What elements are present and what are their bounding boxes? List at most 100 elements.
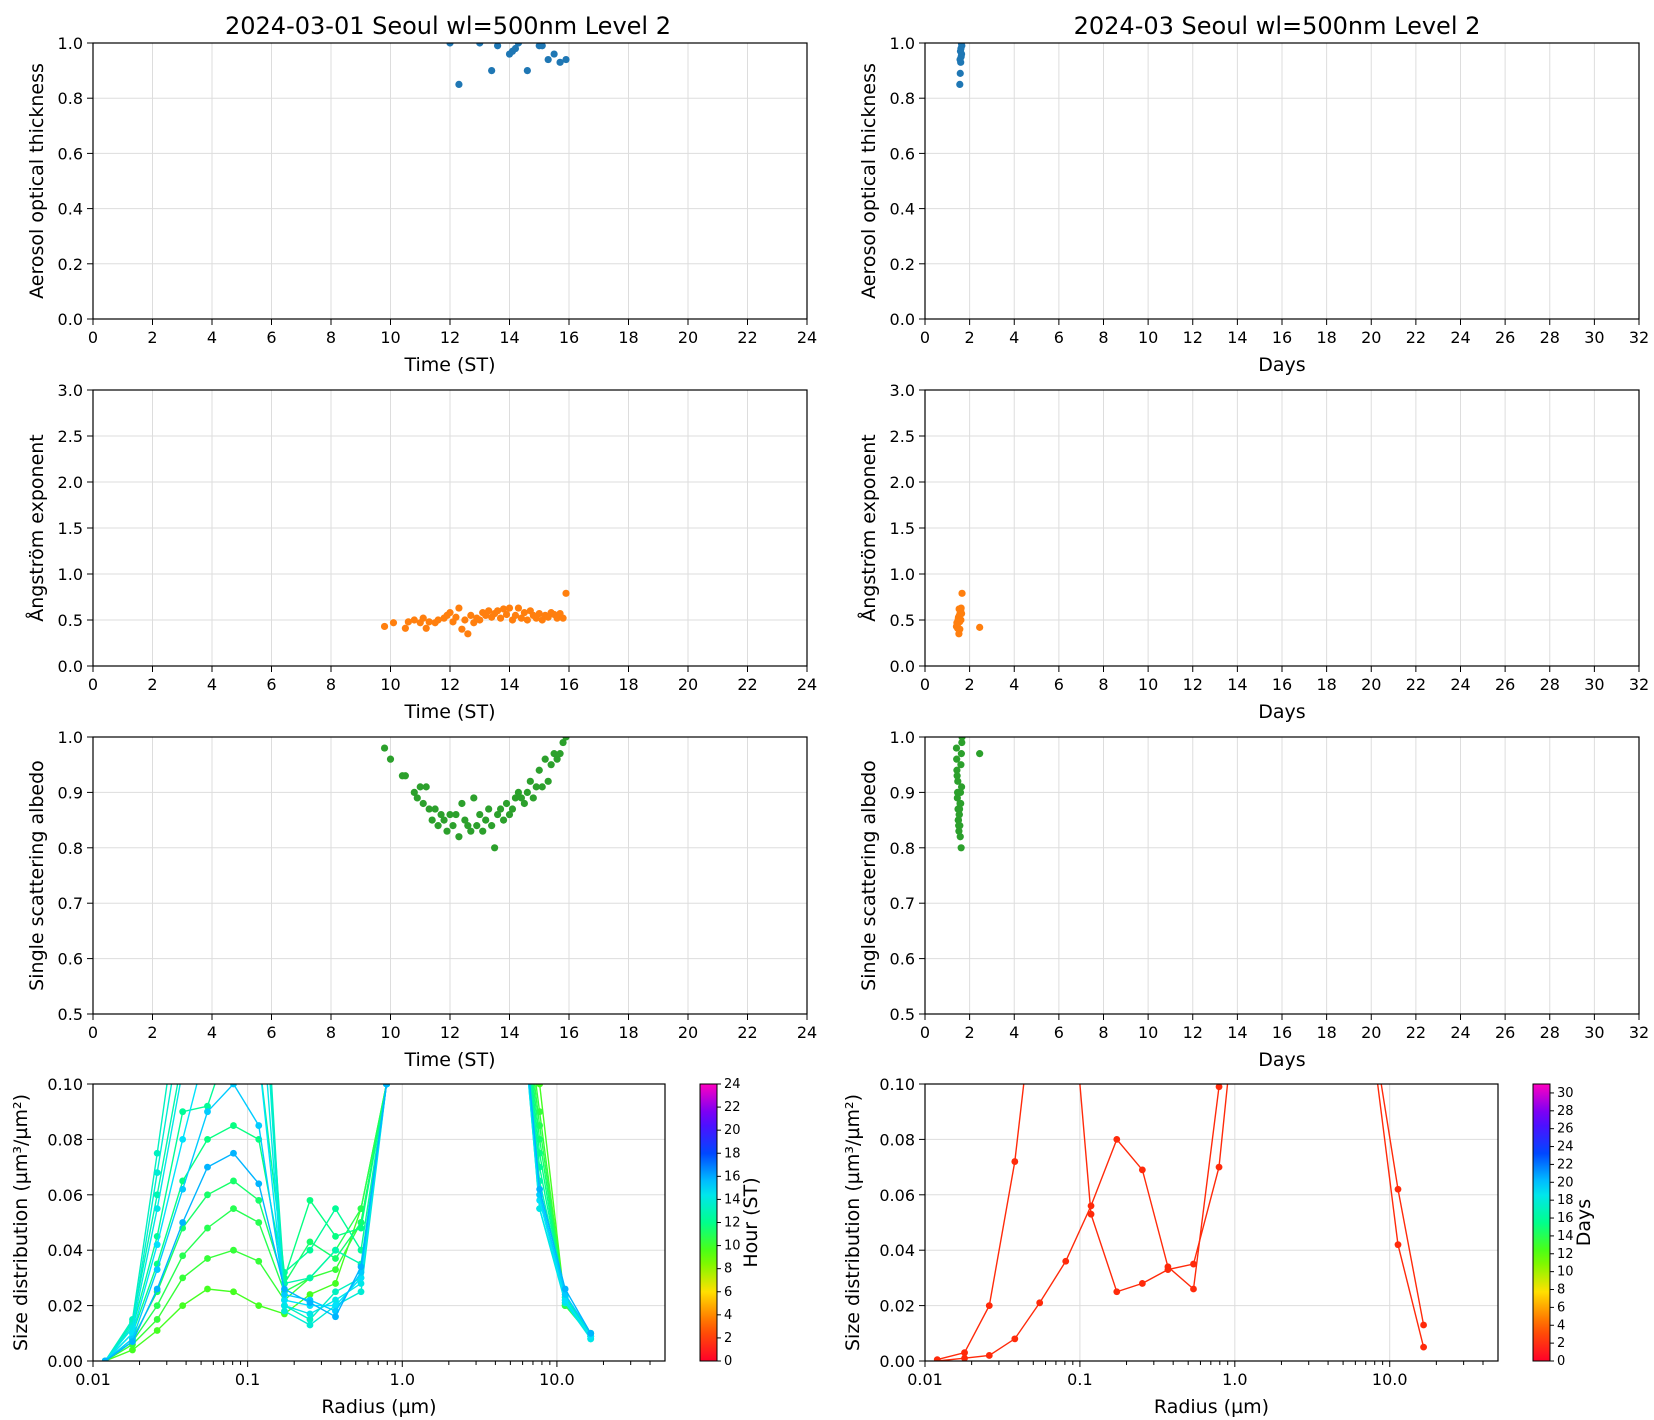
x-tick-label: 24: [797, 675, 817, 694]
data-point: [464, 630, 472, 638]
x-tick-label: 20: [678, 328, 698, 347]
x-tick-label: 16: [1272, 328, 1292, 347]
data-point: [517, 614, 526, 622]
x-tick-label: 20: [678, 1023, 698, 1042]
y-tick-label: 1.5: [58, 519, 83, 538]
data-point: [556, 750, 564, 758]
data-point: [461, 616, 469, 624]
x-tick-label: 20: [1361, 675, 1381, 694]
data-point: [401, 772, 409, 780]
data-point: [410, 788, 418, 797]
series-marker: [961, 1354, 968, 1361]
x-tick-label: 6: [266, 1023, 276, 1042]
data-point: [514, 788, 523, 797]
colorbar-tick-label: 14: [724, 1192, 741, 1207]
chart-aod_daily: 0 2 4 6 8 10 12 14 16 18 20 22 240.00.20.40.60.81.0T…: [26, 34, 817, 376]
series-marker: [230, 1288, 237, 1296]
series-marker: [1241, 914, 1248, 921]
x-tick-label: 14: [1227, 328, 1247, 347]
y-axis-label: Aerosol optical thickness: [858, 63, 880, 299]
data-point: [455, 604, 463, 612]
colorbar-tick-label: 24: [724, 1077, 741, 1092]
series-marker: [434, 748, 441, 755]
y-tick-label: 0.7: [890, 894, 915, 913]
data-point: [380, 744, 389, 752]
data-point: [419, 614, 427, 622]
series-marker: [383, 1084, 390, 1088]
data-point: [511, 794, 520, 802]
y-tick-label: 2.0: [890, 473, 915, 492]
series-marker: [230, 1025, 237, 1032]
series-marker: [255, 859, 262, 866]
series-marker: [434, 748, 441, 755]
x-tick-label: 4: [207, 328, 217, 347]
series-marker: [230, 1084, 237, 1088]
data-point: [514, 604, 523, 612]
series-marker: [1138, 1166, 1146, 1174]
data-point: [499, 816, 508, 824]
series-marker: [255, 1180, 263, 1188]
series-marker: [332, 1205, 339, 1213]
series-marker: [511, 914, 518, 921]
y-tick-label: 0.06: [879, 1186, 915, 1205]
x-tick-label: 26: [1495, 675, 1515, 694]
series-marker: [179, 1274, 187, 1282]
data-point: [422, 783, 430, 791]
series-marker: [255, 914, 262, 921]
y-tick-label: 0.9: [890, 783, 915, 802]
y-tick-label: 0.9: [58, 783, 83, 802]
x-tick-label: 14: [499, 1023, 519, 1042]
data-point: [404, 618, 412, 626]
y-tick-label: 0.00: [879, 1352, 915, 1371]
series-marker: [230, 1122, 237, 1129]
x-tick-label: 18: [618, 328, 638, 347]
y-tick-label: 0.0: [890, 657, 915, 676]
series-marker: [179, 970, 186, 977]
series-marker: [1420, 1321, 1427, 1329]
x-axis-label: Radius (µm): [321, 1396, 436, 1418]
chart-ssa_daily: 0 2 4 6 8 10 12 14 16 18 20 22 240.50.60.70.80.91.0T…: [26, 728, 817, 1071]
x-tick-label: 24: [797, 328, 817, 347]
series-marker: [434, 748, 441, 755]
x-tick-label: 0: [920, 1023, 930, 1042]
data-point: [526, 777, 534, 785]
data-point: [538, 783, 546, 791]
series-marker: [332, 1313, 339, 1321]
y-tick-label: 0.04: [47, 1241, 83, 1260]
series-marker: [204, 942, 211, 949]
x-tick-label: 8: [1098, 675, 1108, 694]
colorbar-tick-label: 6: [724, 1285, 732, 1300]
data-point: [957, 750, 965, 758]
data-point: [954, 816, 962, 824]
colorbar-tick-label: 0: [1557, 1354, 1565, 1369]
data-point: [523, 616, 531, 624]
plot-area: [956, 43, 966, 88]
y-tick-label: 0.4: [58, 200, 83, 219]
series-marker: [306, 1274, 314, 1282]
colorbar-tick-label: 24: [1557, 1140, 1574, 1155]
series-marker: [511, 914, 518, 921]
x-tick-label: 32: [1629, 328, 1649, 347]
y-tick-label: 0.06: [47, 1186, 83, 1205]
colorbar-tick-label: 2: [724, 1331, 732, 1346]
x-tick-label: 14: [1227, 675, 1247, 694]
series-marker: [255, 1302, 263, 1309]
series-marker: [511, 914, 518, 921]
series-marker: [281, 1291, 288, 1298]
data-point: [496, 614, 505, 622]
data-point: [958, 738, 966, 747]
x-tick-label: 0: [920, 675, 930, 694]
x-tick-label: 30: [1584, 675, 1604, 694]
data-point: [452, 613, 460, 621]
series-marker: [129, 1346, 136, 1354]
y-tick-label: 1.0: [58, 34, 83, 53]
y-tick-label: 0.02: [879, 1297, 915, 1316]
series-marker: [230, 859, 237, 866]
colorbar-tick-label: 10: [1557, 1265, 1574, 1280]
series-marker: [933, 1357, 941, 1361]
data-point: [514, 43, 523, 47]
series-marker: [281, 1296, 288, 1304]
series-marker: [101, 1357, 109, 1361]
colorbar-tick-label: 12: [1557, 1247, 1574, 1262]
